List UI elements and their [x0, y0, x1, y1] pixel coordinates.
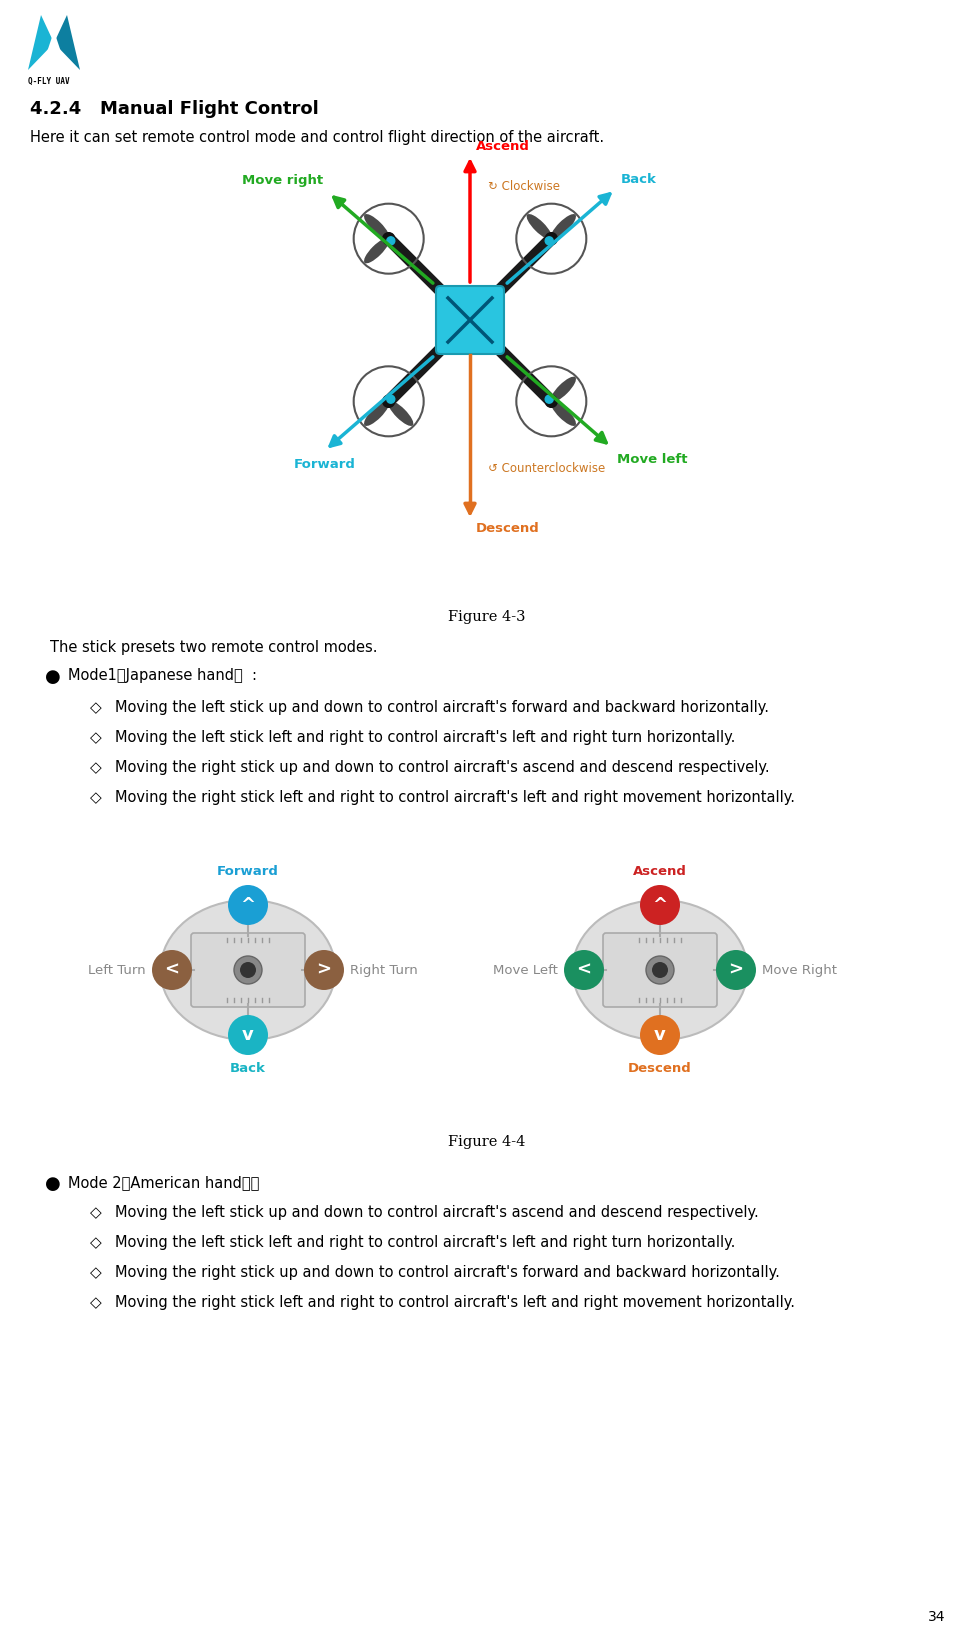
- Text: <: <: [577, 961, 591, 979]
- Text: ↺ Counterclockwise: ↺ Counterclockwise: [488, 462, 605, 475]
- Text: v: v: [655, 1026, 666, 1044]
- Text: ↻ Clockwise: ↻ Clockwise: [488, 180, 560, 193]
- Text: Forward: Forward: [217, 864, 279, 877]
- Text: Move Right: Move Right: [762, 964, 837, 977]
- Text: Figure 4-4: Figure 4-4: [448, 1136, 526, 1149]
- Text: Moving the left stick left and right to control aircraft's left and right turn h: Moving the left stick left and right to …: [115, 730, 735, 745]
- Circle shape: [240, 962, 256, 979]
- Circle shape: [545, 232, 557, 245]
- Ellipse shape: [527, 214, 552, 239]
- Text: ◇: ◇: [90, 789, 101, 806]
- Ellipse shape: [364, 214, 390, 239]
- Text: Here it can set remote control mode and control flight direction of the aircraft: Here it can set remote control mode and …: [30, 131, 604, 145]
- Circle shape: [646, 956, 674, 984]
- Text: Moving the right stick left and right to control aircraft's left and right movem: Moving the right stick left and right to…: [115, 789, 795, 806]
- Ellipse shape: [550, 377, 576, 402]
- Text: Q-FLY UAV: Q-FLY UAV: [28, 77, 69, 87]
- Text: ◇: ◇: [90, 1265, 101, 1279]
- Text: ◇: ◇: [90, 1204, 101, 1221]
- FancyBboxPatch shape: [436, 286, 504, 355]
- Text: ◇: ◇: [90, 1235, 101, 1250]
- Text: Moving the left stick up and down to control aircraft's forward and backward hor: Moving the left stick up and down to con…: [115, 699, 769, 716]
- Text: Moving the right stick up and down to control aircraft's forward and backward ho: Moving the right stick up and down to co…: [115, 1265, 780, 1279]
- Text: Ascend: Ascend: [476, 141, 530, 154]
- Ellipse shape: [550, 400, 576, 426]
- Text: Moving the right stick up and down to control aircraft's ascend and descend resp: Moving the right stick up and down to co…: [115, 760, 769, 775]
- Ellipse shape: [573, 900, 747, 1039]
- Text: >: >: [317, 961, 331, 979]
- Circle shape: [640, 886, 680, 925]
- Text: Move right: Move right: [242, 173, 322, 186]
- Circle shape: [152, 949, 192, 990]
- Circle shape: [387, 237, 394, 245]
- Text: Left Turn: Left Turn: [89, 964, 146, 977]
- Circle shape: [545, 395, 557, 407]
- Text: Ascend: Ascend: [633, 864, 687, 877]
- Circle shape: [228, 886, 268, 925]
- Text: Descend: Descend: [628, 1062, 692, 1075]
- Text: ^: ^: [241, 895, 255, 913]
- Circle shape: [545, 237, 553, 245]
- Ellipse shape: [364, 400, 390, 426]
- Text: Move Left: Move Left: [493, 964, 558, 977]
- Polygon shape: [28, 15, 54, 70]
- Text: Moving the left stick left and right to control aircraft's left and right turn h: Moving the left stick left and right to …: [115, 1235, 735, 1250]
- Text: Mode 2（American hand）：: Mode 2（American hand）：: [68, 1175, 259, 1190]
- Text: ^: ^: [653, 895, 667, 913]
- Text: ◇: ◇: [90, 760, 101, 775]
- Text: Right Turn: Right Turn: [350, 964, 418, 977]
- Circle shape: [545, 395, 553, 404]
- Circle shape: [383, 232, 394, 245]
- Text: Moving the right stick left and right to control aircraft's left and right movem: Moving the right stick left and right to…: [115, 1296, 795, 1310]
- Circle shape: [234, 956, 262, 984]
- Text: <: <: [165, 961, 179, 979]
- Polygon shape: [54, 15, 80, 70]
- Text: v: v: [243, 1026, 254, 1044]
- Text: ●: ●: [45, 1175, 60, 1193]
- Polygon shape: [41, 31, 67, 70]
- Text: Moving the left stick up and down to control aircraft's ascend and descend respe: Moving the left stick up and down to con…: [115, 1204, 759, 1221]
- Text: Figure 4-3: Figure 4-3: [448, 609, 526, 624]
- Circle shape: [228, 1015, 268, 1056]
- Text: Back: Back: [230, 1062, 266, 1075]
- Circle shape: [716, 949, 756, 990]
- Circle shape: [387, 395, 394, 404]
- Ellipse shape: [364, 239, 390, 263]
- Text: Back: Back: [620, 173, 656, 186]
- Text: 4.2.4   Manual Flight Control: 4.2.4 Manual Flight Control: [30, 100, 318, 118]
- Text: 34: 34: [927, 1609, 945, 1624]
- Circle shape: [564, 949, 604, 990]
- FancyBboxPatch shape: [191, 933, 305, 1007]
- Text: ◇: ◇: [90, 1296, 101, 1310]
- Ellipse shape: [388, 400, 413, 426]
- Circle shape: [652, 962, 668, 979]
- Text: Forward: Forward: [294, 459, 356, 472]
- Text: The stick presets two remote control modes.: The stick presets two remote control mod…: [50, 641, 378, 655]
- Text: ◇: ◇: [90, 699, 101, 716]
- FancyBboxPatch shape: [603, 933, 717, 1007]
- Ellipse shape: [161, 900, 335, 1039]
- Text: Mode1（Japanese hand）  :: Mode1（Japanese hand） :: [68, 668, 257, 683]
- Text: Descend: Descend: [476, 521, 540, 534]
- Text: >: >: [729, 961, 743, 979]
- Ellipse shape: [550, 214, 576, 239]
- Text: Move left: Move left: [618, 453, 688, 466]
- Text: ◇: ◇: [90, 730, 101, 745]
- Circle shape: [640, 1015, 680, 1056]
- Text: ●: ●: [45, 668, 60, 686]
- Circle shape: [383, 395, 394, 407]
- Circle shape: [304, 949, 344, 990]
